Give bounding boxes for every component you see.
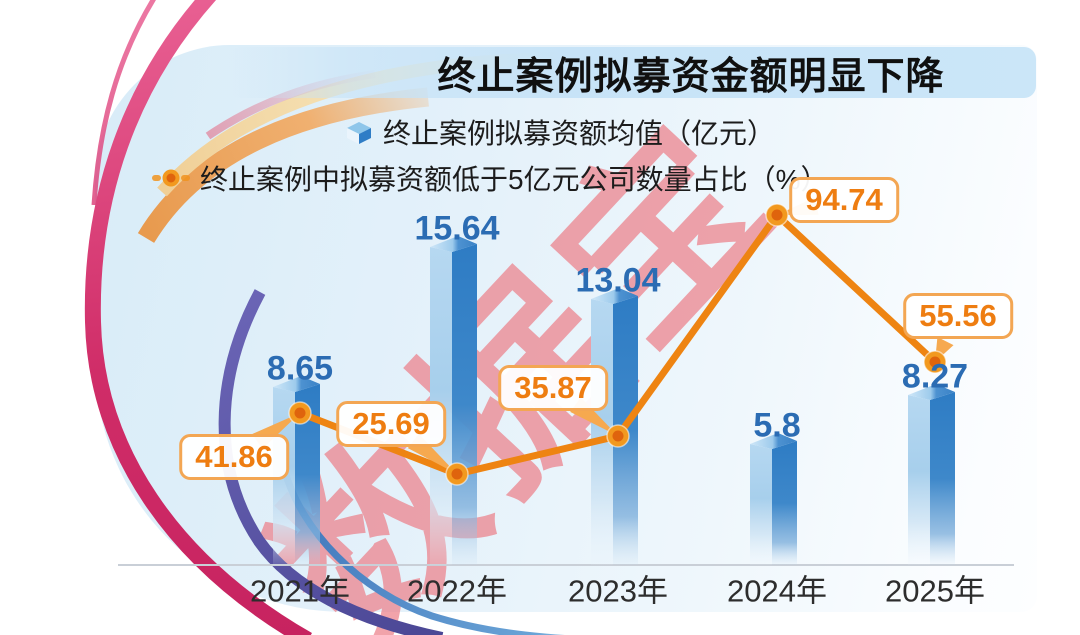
line-point-core (451, 468, 463, 480)
bar-front-face (750, 444, 772, 565)
swoosh-orange (137, 87, 429, 243)
x-axis-label: 2021年 (250, 573, 350, 609)
bar-value-label: 13.04 (575, 261, 661, 300)
line-value-callout: 35.87 (498, 365, 608, 411)
line-value-callout: 55.56 (903, 293, 1013, 339)
bar-legend-cube-icon (347, 121, 371, 144)
bar-side-face (295, 384, 320, 565)
x-axis-label: 2024年 (727, 573, 827, 609)
line-value-callout: 41.86 (179, 434, 289, 480)
bar-top-face (430, 236, 477, 252)
bar-top-face (273, 376, 320, 392)
legend-bar-label: 终止案例拟募资额均值（亿元） (383, 118, 776, 149)
line-point-core (771, 209, 783, 221)
x-axis-label: 2023年 (568, 573, 668, 609)
x-axis-label: 2022年 (407, 573, 507, 609)
bar-top-face (591, 288, 638, 304)
line-point-core (612, 430, 624, 442)
line-point-core (294, 407, 306, 419)
bar-value-label: 8.65 (266, 349, 334, 388)
swoosh-purple (218, 289, 444, 635)
bar-value-label: 5.8 (753, 406, 801, 445)
line-legend-dot-icon (152, 169, 190, 187)
legend-line-label: 终止案例中拟募资额低于5亿元公司数量占比（%） (200, 164, 829, 195)
bar-top-face (908, 384, 955, 400)
swoosh-magenta (84, 0, 312, 635)
bar-column-2025年 (908, 384, 955, 565)
bar-value-label: 15.64 (414, 209, 500, 248)
line-value-callout: 94.74 (789, 177, 899, 223)
x-axis-label: 2025年 (885, 573, 985, 609)
legend-line-series: 终止案例中拟募资额低于5亿元公司数量占比（%） (152, 158, 828, 198)
legend-bar-series: 终止案例拟募资额均值（亿元） (345, 112, 775, 152)
chart-title: 终止案例拟募资金额明显下降 (437, 56, 945, 98)
bar-value-label: 8.27 (901, 357, 969, 396)
line-point-core (929, 356, 941, 368)
swoosh-magenta-thin (91, 0, 157, 206)
bar-front-face (908, 395, 930, 565)
bar-side-face (772, 441, 797, 565)
bar-top-face (750, 433, 797, 449)
bar-side-face (930, 392, 955, 565)
line-value-callout: 25.69 (336, 401, 446, 447)
title-banner: 终止案例拟募资金额明显下降 (228, 47, 1036, 98)
x-axis-line (118, 564, 1014, 566)
bar-column-2024年 (750, 433, 797, 565)
